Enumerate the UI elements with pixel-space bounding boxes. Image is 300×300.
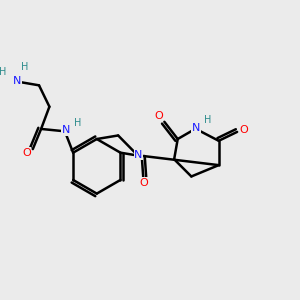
Text: H: H [204,116,212,125]
Text: O: O [239,125,248,135]
Text: H: H [20,62,28,72]
Text: O: O [22,148,31,158]
Text: H: H [0,67,7,77]
Text: N: N [192,122,200,133]
Text: N: N [62,125,70,135]
Text: O: O [140,178,148,188]
Text: H: H [74,118,82,128]
Text: O: O [154,112,163,122]
Text: N: N [13,76,21,85]
Text: N: N [134,150,142,160]
